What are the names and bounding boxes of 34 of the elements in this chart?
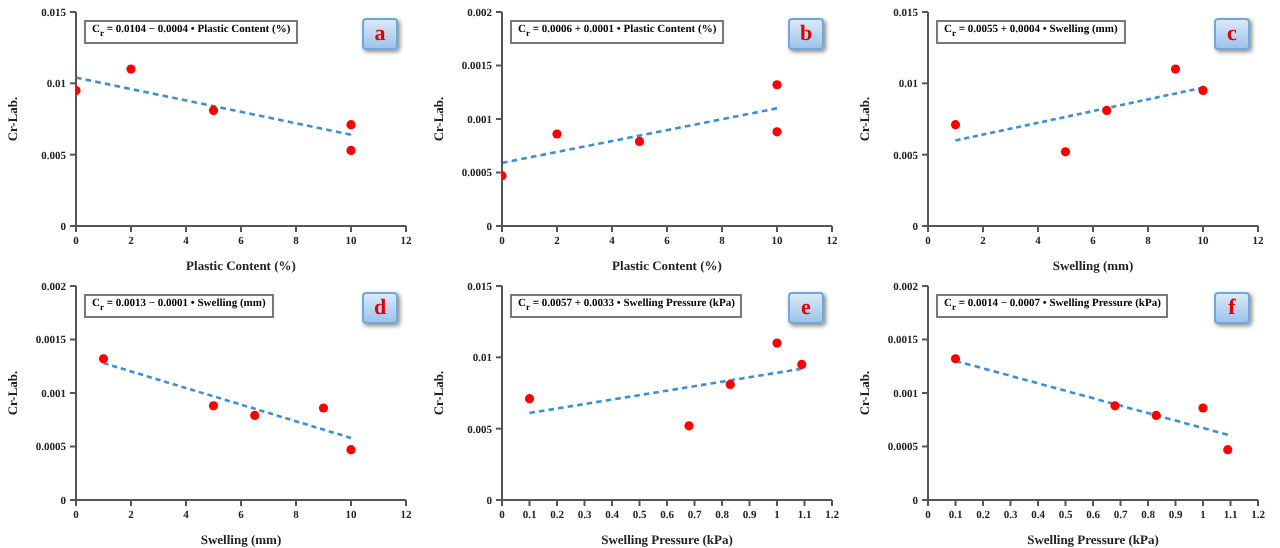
annotation: a bbox=[362, 18, 398, 50]
point bbox=[1060, 147, 1071, 157]
point bbox=[208, 401, 219, 411]
point bbox=[250, 410, 260, 421]
point bbox=[1198, 403, 1208, 413]
point bbox=[634, 136, 645, 147]
point bbox=[346, 145, 356, 155]
point bbox=[552, 129, 562, 139]
point bbox=[772, 338, 782, 348]
point bbox=[208, 105, 219, 116]
annotation: b bbox=[788, 18, 824, 50]
point bbox=[772, 127, 782, 137]
annotation: c bbox=[1214, 18, 1250, 50]
annotation: f bbox=[1214, 292, 1250, 324]
point bbox=[98, 354, 109, 364]
point bbox=[725, 379, 735, 390]
point bbox=[950, 354, 961, 364]
point bbox=[1198, 85, 1208, 96]
point bbox=[346, 120, 356, 130]
point bbox=[126, 64, 136, 74]
point bbox=[684, 421, 694, 431]
point bbox=[524, 394, 535, 404]
point bbox=[1223, 445, 1233, 455]
point bbox=[1102, 105, 1112, 116]
point bbox=[1170, 64, 1181, 74]
point bbox=[346, 445, 356, 455]
point bbox=[950, 120, 961, 130]
point bbox=[1110, 401, 1120, 411]
annotation: d bbox=[362, 292, 398, 324]
annotation: e bbox=[788, 292, 824, 324]
point bbox=[318, 403, 329, 413]
point bbox=[1151, 410, 1161, 421]
point bbox=[772, 80, 782, 90]
point bbox=[797, 359, 807, 370]
